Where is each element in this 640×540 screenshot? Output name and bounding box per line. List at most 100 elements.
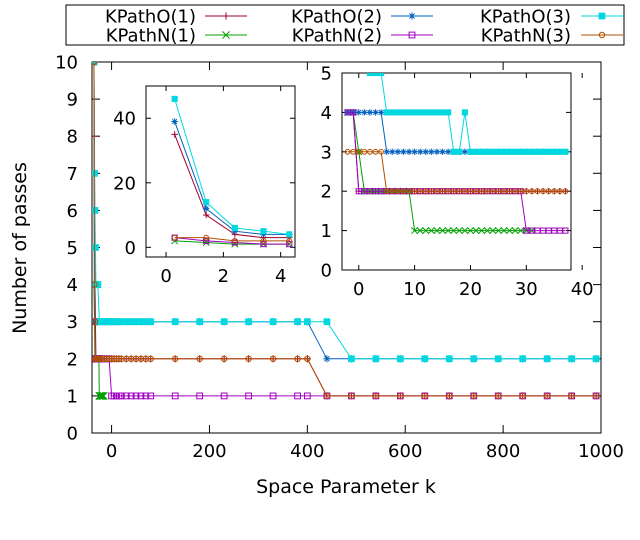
y-tick-label: 8 xyxy=(67,127,78,148)
series-kpathn3 xyxy=(92,62,600,400)
legend-marker xyxy=(408,31,416,39)
data-point xyxy=(394,188,401,195)
data-point xyxy=(446,392,453,400)
y-tick-label: 7 xyxy=(67,164,78,185)
data-point xyxy=(269,355,277,362)
data-point xyxy=(417,188,424,195)
data-point xyxy=(405,148,413,155)
data-point xyxy=(406,188,412,195)
data-point xyxy=(171,318,179,326)
data-point xyxy=(383,148,390,155)
data-point xyxy=(286,241,293,248)
data-point xyxy=(540,148,547,155)
data-point xyxy=(372,148,379,155)
data-point xyxy=(294,392,301,400)
data-point xyxy=(592,355,600,363)
data-point xyxy=(231,239,238,246)
data-point xyxy=(118,355,125,362)
data-point xyxy=(366,109,374,116)
data-point xyxy=(220,355,228,362)
data-point xyxy=(562,188,569,195)
data-point xyxy=(517,227,525,235)
y-tick-label: 40 xyxy=(113,109,136,130)
y-tick-label: 0 xyxy=(321,260,332,281)
y-tick-label: 10 xyxy=(55,52,78,73)
data-point xyxy=(97,391,106,400)
y-tick-label: 4 xyxy=(67,275,78,296)
data-point xyxy=(517,188,524,195)
data-point xyxy=(478,227,486,235)
legend-label: KPathO(3) xyxy=(480,7,571,28)
data-point xyxy=(350,148,357,155)
data-point xyxy=(137,392,145,400)
data-point xyxy=(372,355,380,363)
legend-marker xyxy=(408,12,416,20)
y-tick-label: 3 xyxy=(321,142,332,163)
data-point xyxy=(529,188,535,195)
y-axis-label: Number of passes xyxy=(9,162,31,334)
data-point xyxy=(203,237,210,244)
data-point xyxy=(377,109,385,116)
data-point xyxy=(92,62,98,66)
data-point xyxy=(417,109,424,116)
data-point xyxy=(562,148,569,155)
x-tick-label: 4 xyxy=(275,266,286,287)
data-point xyxy=(500,227,508,235)
data-point xyxy=(99,391,108,400)
data-point xyxy=(439,148,446,155)
y-tick-label: 4 xyxy=(321,103,332,124)
data-point xyxy=(231,224,238,232)
data-point xyxy=(245,318,252,326)
series-kpatho3 xyxy=(92,62,600,363)
legend-label: KPathN(2) xyxy=(292,26,382,47)
legend-marker xyxy=(222,31,230,39)
data-point xyxy=(461,188,468,195)
legend-entry: KPathO(3) xyxy=(480,7,623,28)
data-point xyxy=(470,355,478,363)
y-tick-label: 1 xyxy=(67,386,78,407)
data-point xyxy=(294,355,301,362)
data-point xyxy=(361,109,368,116)
x-tick-label: 800 xyxy=(486,441,520,462)
data-point xyxy=(348,355,355,363)
data-point xyxy=(113,355,120,362)
data-point xyxy=(427,227,435,235)
data-point xyxy=(98,391,107,400)
data-point xyxy=(592,392,600,400)
data-point xyxy=(500,148,508,155)
legend-label: KPathN(3) xyxy=(481,26,571,47)
data-point xyxy=(562,227,569,234)
data-point xyxy=(196,355,203,362)
data-point xyxy=(122,392,130,400)
data-point xyxy=(506,227,514,235)
data-point xyxy=(545,188,552,195)
data-point xyxy=(103,355,110,362)
data-point xyxy=(495,148,502,155)
data-point xyxy=(245,392,252,400)
data-point xyxy=(467,148,474,155)
data-point xyxy=(323,355,331,363)
data-point xyxy=(543,392,551,400)
data-point xyxy=(411,227,419,235)
data-point xyxy=(450,188,457,195)
x-tick-label: 2 xyxy=(218,266,229,287)
y-tick-label: 2 xyxy=(321,182,332,203)
data-point xyxy=(269,318,277,326)
legend-label: KPathN(1) xyxy=(106,26,196,47)
data-point xyxy=(355,109,362,116)
data-point xyxy=(389,188,396,195)
data-point xyxy=(350,109,357,116)
data-point xyxy=(142,355,150,362)
data-point xyxy=(495,392,502,400)
series-kpathn3 xyxy=(171,234,293,244)
data-point xyxy=(568,392,575,400)
data-point xyxy=(260,228,267,235)
inset-right-plot: 0 10 20 30 40 0 1 2 3 4 5 xyxy=(321,63,594,300)
data-point xyxy=(445,355,453,363)
x-tick-label: 20 xyxy=(459,279,482,300)
data-point xyxy=(411,109,418,116)
data-point xyxy=(303,318,311,326)
data-point xyxy=(512,188,519,195)
data-point xyxy=(367,148,373,155)
data-point xyxy=(428,109,435,116)
